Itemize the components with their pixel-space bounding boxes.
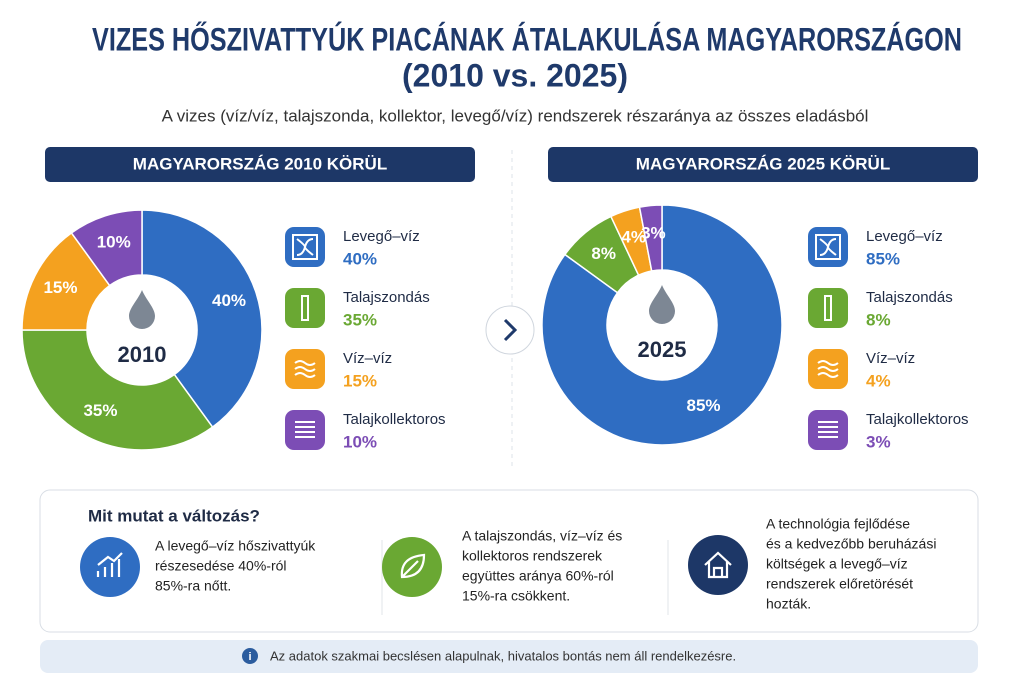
legend-value: 10%	[343, 432, 377, 451]
insight-glyph	[704, 551, 732, 579]
legend-label: Talajkollektoros	[343, 411, 446, 428]
legend-label: Talajszondás	[343, 289, 430, 306]
legend-value: 3%	[866, 432, 891, 451]
slice-label: 35%	[83, 401, 117, 420]
drop-icon	[129, 290, 155, 329]
donut-center	[87, 275, 197, 385]
legend-value: 8%	[866, 310, 891, 329]
insight-icon	[80, 537, 140, 597]
insight-text: 85%-ra nőtt.	[155, 578, 231, 594]
title-line: (2010 vs. 2025)	[402, 57, 628, 93]
center-label: 2010	[118, 342, 167, 367]
slice-label: 4%	[621, 227, 646, 246]
legend-glyph	[817, 360, 839, 378]
slice-label: 10%	[97, 232, 131, 251]
legend-icon	[808, 288, 848, 328]
legend-label: Víz–víz	[343, 350, 392, 367]
legend-glyph	[301, 295, 309, 321]
info-glyph: i	[248, 651, 251, 663]
slice-label: 85%	[687, 396, 721, 415]
insight-glyph	[400, 553, 426, 579]
info-icon	[242, 648, 258, 664]
insight-text: és a kedvezőbb beruházási	[766, 536, 936, 552]
slice-label: 15%	[43, 278, 77, 297]
legend-value: 4%	[866, 371, 891, 390]
center-label: 2025	[638, 337, 687, 362]
legend-value: 35%	[343, 310, 377, 329]
slice-label: 40%	[212, 291, 246, 310]
legend-glyph	[294, 360, 316, 378]
legend-glyph	[295, 421, 315, 438]
panel-header	[548, 147, 978, 182]
legend-glyph	[818, 421, 838, 438]
insight-text: rendszerek előretörését	[766, 576, 913, 592]
insights-box	[39, 489, 979, 633]
footnote: Az adatok szakmai becslésen alapulnak, h…	[270, 648, 736, 663]
insight-text: A technológia fejlődése	[766, 516, 910, 532]
legend-value: 15%	[343, 371, 377, 390]
panel-title: MAGYARORSZÁG 2010 KÖRÜL	[133, 154, 387, 173]
insight-text: 15%-ra csökkent.	[462, 588, 570, 604]
donut-center	[607, 270, 717, 380]
legend-label: Talajkollektoros	[866, 411, 969, 428]
insight-text: A levegő–víz hőszivattyúk	[155, 538, 316, 554]
insight-text: hozták.	[766, 596, 811, 612]
footnote-box	[40, 640, 978, 673]
arrow	[503, 318, 518, 342]
legend-icon	[808, 410, 848, 450]
legend-value: 85%	[866, 249, 900, 268]
subtitle: A vizes (víz/víz, talajszonda, kollektor…	[162, 106, 869, 125]
arrow-button	[485, 305, 535, 355]
insights-title: Mit mutat a változás?	[88, 506, 260, 525]
insight-text: költségek a levegő–víz	[766, 556, 908, 572]
panel-title: MAGYARORSZÁG 2025 KÖRÜL	[636, 154, 890, 173]
slice-label: 3%	[641, 223, 666, 242]
legend-label: Talajszondás	[866, 289, 953, 306]
legend-label: Víz–víz	[866, 350, 915, 367]
legend-glyph	[824, 295, 832, 321]
insight-text: együttes aránya 60%-ról	[462, 568, 614, 584]
insight-text: kollektoros rendszerek	[462, 548, 603, 564]
title: VIZES HŐSZIVATTYÚK PIACÁNAK ÁTALAKULÁSA …	[92, 21, 962, 57]
panel-header	[45, 147, 475, 182]
legend-label: Levegő–víz	[866, 228, 943, 245]
insight-icon	[688, 535, 748, 595]
slice-label: 8%	[591, 244, 616, 263]
legend-icon	[285, 410, 325, 450]
insight-text: A talajszondás, víz–víz és	[462, 528, 622, 544]
insight-text: részesedése 40%-ról	[155, 558, 287, 574]
legend-value: 40%	[343, 249, 377, 268]
drop-icon	[649, 285, 675, 324]
insight-glyph	[96, 552, 123, 577]
legend-label: Levegő–víz	[343, 228, 420, 245]
legend-icon	[285, 288, 325, 328]
legend-glyph	[815, 234, 841, 260]
legend-glyph	[292, 234, 318, 260]
